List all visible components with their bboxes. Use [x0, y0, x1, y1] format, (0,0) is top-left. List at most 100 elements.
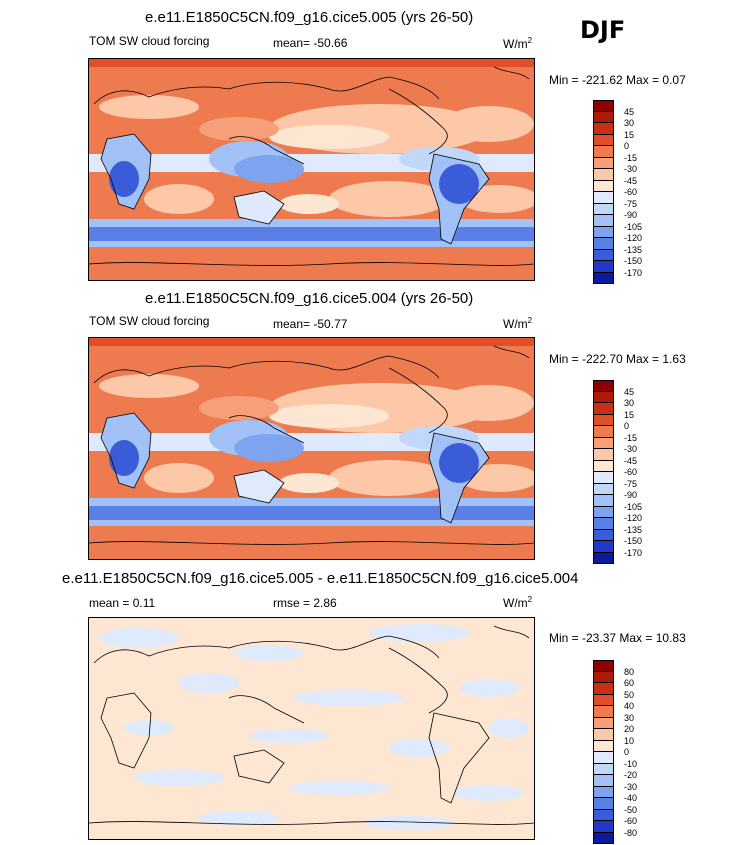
- colorbar-tick-label: -10: [624, 758, 638, 769]
- colorbar-swatch: [593, 821, 614, 833]
- panel-3-colorbar: [593, 660, 614, 844]
- colorbar-tick-label: 30: [624, 118, 635, 128]
- colorbar-tick-label: -120: [624, 233, 643, 243]
- colorbar-tick-label: -120: [624, 513, 643, 523]
- colorbar-swatch: [593, 683, 614, 695]
- colorbar-tick-label: -30: [624, 444, 638, 454]
- colorbar-tick-label: -90: [624, 490, 638, 500]
- colorbar-swatch: [593, 694, 614, 706]
- colorbar-tick-label: 50: [624, 689, 635, 700]
- colorbar-tick-label: 30: [624, 712, 635, 723]
- colorbar-swatch: [593, 506, 614, 518]
- colorbar-swatch: [593, 729, 614, 741]
- colorbar-tick-label: -60: [624, 467, 638, 477]
- colorbar-tick-label: -20: [624, 770, 638, 780]
- panel-1-mean: mean= -50.66: [273, 36, 348, 50]
- colorbar-swatch: [593, 671, 614, 683]
- colorbar-tick-label: 45: [624, 386, 635, 397]
- colorbar-swatch: [593, 449, 614, 461]
- colorbar-tick-label: -170: [624, 547, 643, 558]
- colorbar-tick-label: 80: [624, 666, 635, 677]
- colorbar-tick-label: -60: [624, 816, 638, 826]
- colorbar-tick-label: -150: [624, 256, 643, 266]
- panel-2-minmax: Min = -222.70 Max = 1.63: [549, 352, 686, 366]
- panel-1-variable: TOM SW cloud forcing: [89, 34, 210, 48]
- colorbar-swatch: [593, 261, 614, 273]
- colorbar-tick-label: -75: [624, 478, 638, 489]
- colorbar-swatch: [593, 541, 614, 553]
- panel-3-map-svg: [89, 618, 534, 839]
- colorbar-tick-label: 40: [624, 701, 635, 711]
- colorbar-tick-label: 0: [624, 421, 630, 431]
- colorbar-swatch: [593, 134, 614, 146]
- panel-1-units: W/m2: [503, 36, 533, 51]
- panel-2-variable: TOM SW cloud forcing: [89, 314, 210, 328]
- colorbar-tick-label: 0: [624, 747, 630, 757]
- colorbar-swatch: [593, 472, 614, 484]
- colorbar-swatch: [593, 798, 614, 810]
- colorbar-swatch: [593, 203, 614, 215]
- colorbar-swatch: [593, 460, 614, 472]
- panel-3-map: [88, 617, 535, 840]
- panel-3-units: W/m2: [503, 595, 533, 610]
- colorbar-swatch: [593, 192, 614, 204]
- colorbar-swatch: [593, 146, 614, 158]
- colorbar-swatch: [593, 272, 614, 284]
- colorbar-swatch: [593, 660, 614, 672]
- colorbar-tick-label: 60: [624, 678, 635, 688]
- colorbar-swatch: [593, 529, 614, 541]
- colorbar-tick-label: -40: [624, 793, 638, 803]
- panel-1-map: [88, 58, 535, 281]
- colorbar-swatch: [593, 380, 614, 392]
- colorbar-tick-label: 20: [624, 724, 635, 734]
- colorbar-tick-label: -105: [624, 501, 643, 512]
- colorbar-tick-label: 15: [624, 129, 635, 140]
- colorbar-tick-label: -170: [624, 267, 643, 278]
- colorbar-swatch: [593, 763, 614, 775]
- colorbar-swatch: [593, 809, 614, 821]
- colorbar-tick-label: -60: [624, 187, 638, 197]
- colorbar-tick-label: -105: [624, 221, 643, 232]
- colorbar-swatch: [593, 717, 614, 729]
- panel-2-map: [88, 337, 535, 560]
- colorbar-swatch: [593, 786, 614, 798]
- colorbar-swatch: [593, 740, 614, 752]
- colorbar-swatch: [593, 414, 614, 426]
- colorbar-tick-label: 30: [624, 398, 635, 408]
- colorbar-tick-label: -15: [624, 432, 638, 443]
- colorbar-tick-label: -150: [624, 536, 643, 546]
- colorbar-tick-label: -80: [624, 827, 638, 838]
- panel-2-units: W/m2: [503, 316, 533, 331]
- colorbar-swatch: [593, 215, 614, 227]
- colorbar-swatch: [593, 249, 614, 261]
- colorbar-tick-label: -45: [624, 455, 638, 466]
- colorbar-swatch: [593, 437, 614, 449]
- colorbar-tick-label: -30: [624, 781, 638, 792]
- colorbar-swatch: [593, 111, 614, 123]
- panel-1-minmax: Min = -221.62 Max = 0.07: [549, 73, 686, 87]
- colorbar-tick-label: -75: [624, 198, 638, 209]
- colorbar-swatch: [593, 775, 614, 787]
- colorbar-tick-label: -135: [624, 524, 643, 535]
- colorbar-swatch: [593, 495, 614, 507]
- colorbar-tick-label: -30: [624, 164, 638, 174]
- colorbar-tick-label: -45: [624, 175, 638, 186]
- colorbar-tick-label: -15: [624, 152, 638, 163]
- season-label: DJF: [580, 16, 626, 44]
- colorbar-swatch: [593, 426, 614, 438]
- colorbar-tick-label: -50: [624, 804, 638, 815]
- panel-3-mean: mean = 0.11: [89, 596, 156, 610]
- colorbar-swatch: [593, 100, 614, 112]
- panel-2-map-svg: [89, 338, 534, 559]
- panel-3-title: e.e11.E1850C5CN.f09_g16.cice5.005 - e.e1…: [62, 570, 579, 587]
- panel-3-rmse: rmse = 2.86: [273, 596, 337, 610]
- colorbar-swatch: [593, 706, 614, 718]
- colorbar-tick-label: -90: [624, 210, 638, 220]
- colorbar-tick-label: 0: [624, 141, 630, 151]
- colorbar-swatch: [593, 832, 614, 844]
- colorbar-swatch: [593, 157, 614, 169]
- colorbar-swatch: [593, 391, 614, 403]
- colorbar-swatch: [593, 238, 614, 250]
- panel-1-title: e.e11.E1850C5CN.f09_g16.cice5.005 (yrs 2…: [145, 9, 474, 26]
- colorbar-swatch: [593, 169, 614, 181]
